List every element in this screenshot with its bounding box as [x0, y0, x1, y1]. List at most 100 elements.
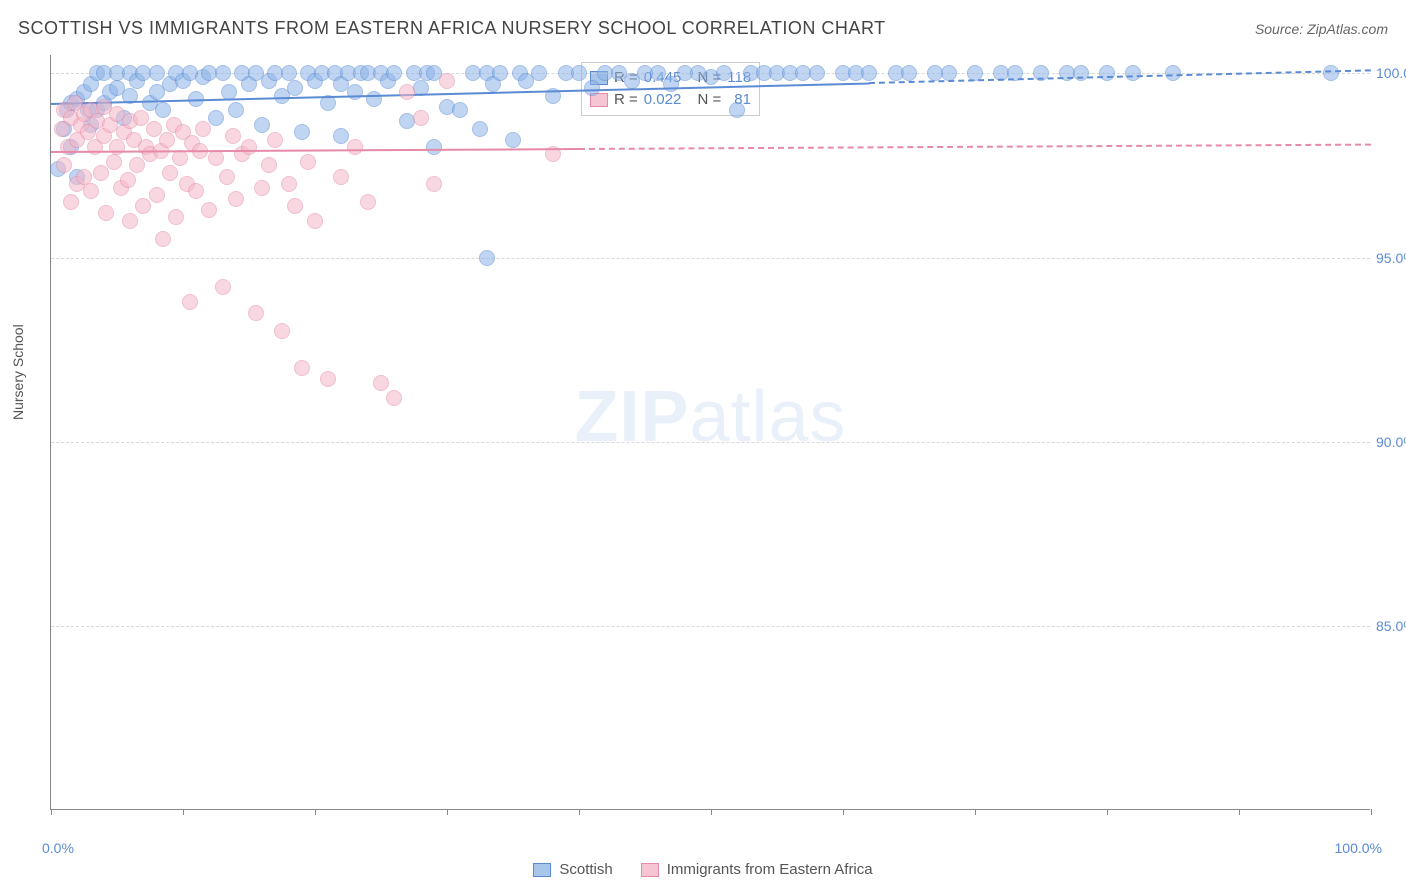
x-tick — [711, 809, 712, 815]
data-point — [360, 194, 376, 210]
legend-item-eastern-africa: Immigrants from Eastern Africa — [641, 861, 873, 878]
data-point — [248, 305, 264, 321]
data-point — [129, 157, 145, 173]
data-point — [347, 139, 363, 155]
data-point — [135, 198, 151, 214]
x-tick — [975, 809, 976, 815]
data-point — [83, 183, 99, 199]
data-point — [287, 198, 303, 214]
data-point — [901, 65, 917, 81]
legend-item-scottish: Scottish — [533, 861, 612, 878]
gridline-h — [51, 442, 1370, 443]
x-end-label: 100.0% — [1335, 840, 1382, 856]
legend-label-scottish: Scottish — [559, 861, 612, 878]
x-tick — [51, 809, 52, 815]
legend-label-eastern-africa: Immigrants from Eastern Africa — [667, 861, 873, 878]
data-point — [307, 213, 323, 229]
source-prefix: Source: — [1255, 21, 1307, 37]
data-point — [1099, 65, 1115, 81]
x-tick — [183, 809, 184, 815]
data-point — [98, 205, 114, 221]
data-point — [300, 154, 316, 170]
data-point — [133, 110, 149, 126]
data-point — [439, 73, 455, 89]
x-tick — [579, 809, 580, 815]
data-point — [172, 150, 188, 166]
y-tick-label: 100.0% — [1376, 65, 1406, 81]
data-point — [76, 169, 92, 185]
data-point — [188, 183, 204, 199]
data-point — [333, 128, 349, 144]
data-point — [261, 157, 277, 173]
data-point — [426, 176, 442, 192]
data-point — [809, 65, 825, 81]
data-point — [294, 124, 310, 140]
data-point — [413, 110, 429, 126]
data-point — [254, 180, 270, 196]
data-point — [281, 176, 297, 192]
data-point — [479, 250, 495, 266]
source-name: ZipAtlas.com — [1307, 21, 1388, 37]
data-point — [122, 213, 138, 229]
data-point — [505, 132, 521, 148]
r-label: R = — [614, 89, 638, 111]
data-point — [225, 128, 241, 144]
chart-title: SCOTTISH VS IMMIGRANTS FROM EASTERN AFRI… — [18, 18, 886, 39]
data-point — [215, 279, 231, 295]
data-point — [1125, 65, 1141, 81]
data-point — [1073, 65, 1089, 81]
data-point — [155, 102, 171, 118]
x-tick — [1107, 809, 1108, 815]
data-point — [281, 65, 297, 81]
x-tick — [1239, 809, 1240, 815]
data-point — [386, 390, 402, 406]
data-point — [168, 209, 184, 225]
data-point — [120, 172, 136, 188]
data-point — [228, 102, 244, 118]
data-point — [208, 150, 224, 166]
data-point — [162, 165, 178, 181]
data-point — [241, 139, 257, 155]
data-point — [531, 65, 547, 81]
data-point — [492, 65, 508, 81]
data-point — [155, 231, 171, 247]
data-point — [215, 65, 231, 81]
r-value-eastern-africa: 0.022 — [644, 89, 682, 111]
data-point — [386, 65, 402, 81]
watermark-bold: ZIP — [574, 377, 689, 457]
data-point — [399, 84, 415, 100]
trend-line — [51, 148, 579, 153]
data-point — [201, 202, 217, 218]
data-point — [452, 102, 468, 118]
scatter-plot: ZIPatlas R = 0.445 N = 118 R = 0.022 N =… — [50, 55, 1370, 810]
y-axis-label: Nursery School — [10, 324, 26, 420]
y-tick-label: 90.0% — [1376, 434, 1406, 450]
data-point — [1323, 65, 1339, 81]
legend: Scottish Immigrants from Eastern Africa — [0, 861, 1406, 878]
data-point — [219, 169, 235, 185]
x-tick — [843, 809, 844, 815]
data-point — [182, 294, 198, 310]
data-point — [373, 375, 389, 391]
y-tick-label: 95.0% — [1376, 250, 1406, 266]
stats-row-eastern-africa: R = 0.022 N = 81 — [590, 89, 751, 111]
data-point — [426, 139, 442, 155]
data-point — [63, 194, 79, 210]
swatch-scottish-icon — [533, 863, 551, 877]
data-point — [159, 132, 175, 148]
data-point — [320, 371, 336, 387]
x-tick — [447, 809, 448, 815]
n-label: N = — [697, 89, 721, 111]
trend-line-dashed — [579, 143, 1371, 149]
data-point — [274, 323, 290, 339]
data-point — [294, 360, 310, 376]
data-point — [93, 165, 109, 181]
data-point — [287, 80, 303, 96]
swatch-eastern-africa-icon — [641, 863, 659, 877]
data-point — [333, 169, 349, 185]
data-point — [254, 117, 270, 133]
source-citation: Source: ZipAtlas.com — [1255, 21, 1388, 39]
x-origin-label: 0.0% — [42, 840, 74, 856]
data-point — [146, 121, 162, 137]
gridline-h — [51, 626, 1370, 627]
